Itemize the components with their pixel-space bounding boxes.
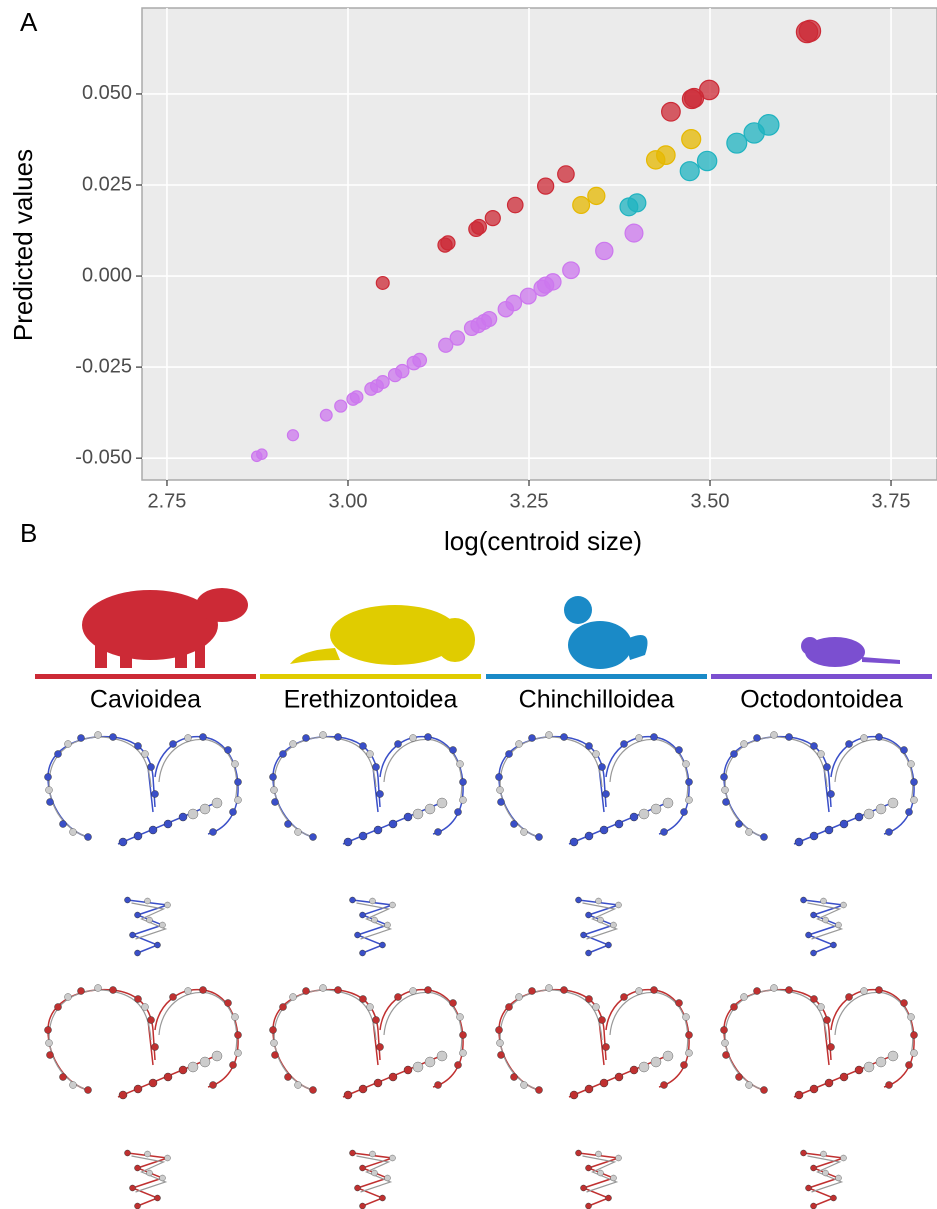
landmark-shape	[801, 897, 847, 956]
plot-background	[142, 8, 937, 480]
point	[545, 274, 561, 290]
figure: A B log(centroid size) Predicted values …	[0, 0, 937, 1209]
silhouette	[801, 637, 819, 655]
y-tick-label: 0.050	[82, 82, 132, 104]
landmark-shape	[125, 1150, 171, 1209]
x-tick-label: 2.75	[148, 490, 187, 512]
silhouette	[195, 630, 205, 668]
landmark-shape	[496, 985, 693, 1100]
point	[588, 187, 605, 204]
clade-label: Chinchilloidea	[519, 686, 675, 714]
silhouette	[625, 635, 648, 660]
point	[520, 288, 536, 304]
point	[657, 146, 675, 164]
point	[682, 130, 701, 149]
clade-bar	[711, 674, 932, 679]
point	[485, 211, 500, 226]
y-tick-label: 0.025	[82, 173, 132, 195]
point	[482, 312, 497, 327]
x-axis-title: log(centroid size)	[444, 526, 642, 556]
point	[662, 103, 681, 122]
point	[506, 295, 521, 310]
point	[558, 166, 574, 182]
landmark-shape	[721, 985, 918, 1100]
silhouette	[175, 640, 187, 668]
point	[538, 178, 554, 194]
silhouette	[196, 588, 248, 622]
point	[799, 20, 820, 41]
silhouette	[290, 648, 340, 664]
clade-label: Erethizontoidea	[284, 686, 458, 714]
clade-bar	[486, 674, 707, 679]
panel-label: A	[20, 7, 38, 37]
clade-label: Cavioidea	[90, 686, 201, 714]
landmark-shape	[350, 1150, 396, 1209]
point	[376, 376, 389, 389]
clade-label: Octodontoidea	[740, 686, 903, 714]
point	[441, 236, 455, 250]
clade-bar	[35, 674, 256, 679]
point	[625, 224, 643, 242]
landmark-shape	[350, 897, 396, 956]
panel-label: B	[20, 518, 37, 548]
x-tick-label: 3.25	[510, 490, 549, 512]
landmark-shape	[496, 732, 693, 847]
point	[573, 197, 590, 214]
silhouette	[120, 640, 132, 668]
point	[508, 197, 523, 212]
point	[335, 400, 347, 412]
page: A B log(centroid size) Predicted values …	[0, 0, 937, 1209]
clade-bar	[260, 674, 481, 679]
point	[257, 449, 267, 459]
point	[628, 194, 646, 212]
point	[351, 391, 363, 403]
point	[450, 331, 464, 345]
point	[320, 409, 332, 421]
landmark-shape	[721, 732, 918, 847]
point	[727, 133, 747, 153]
y-tick-label: 0.000	[82, 264, 132, 286]
silhouette	[568, 621, 632, 669]
point	[596, 242, 613, 259]
y-axis-title: Predicted values	[8, 149, 38, 341]
landmark-shape	[270, 732, 467, 847]
point	[563, 262, 580, 279]
landmark-shape	[270, 985, 467, 1100]
point	[413, 353, 427, 367]
point	[376, 277, 389, 290]
point	[700, 80, 719, 99]
point	[472, 219, 487, 234]
silhouette	[862, 657, 900, 664]
landmark-shape	[801, 1150, 847, 1209]
point	[680, 162, 699, 181]
landmark-shape	[45, 985, 242, 1100]
landmark-shape	[45, 732, 242, 847]
x-tick-label: 3.00	[329, 490, 368, 512]
point	[287, 430, 298, 441]
landmark-shape	[125, 897, 171, 956]
landmark-shape	[576, 1150, 622, 1209]
silhouette	[435, 618, 475, 662]
x-tick-label: 3.75	[872, 490, 911, 512]
point	[697, 151, 716, 170]
silhouette	[95, 635, 107, 668]
x-tick-label: 3.50	[691, 490, 730, 512]
y-tick-label: -0.025	[75, 355, 132, 377]
silhouette	[564, 596, 592, 624]
y-tick-label: -0.050	[75, 446, 132, 468]
point	[396, 364, 409, 377]
landmark-shape	[576, 897, 622, 956]
point	[758, 115, 779, 136]
